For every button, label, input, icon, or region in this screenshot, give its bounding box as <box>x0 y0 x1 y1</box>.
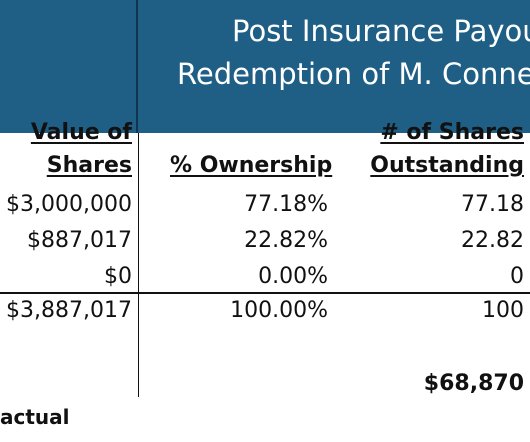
bottom-value: $68,870 <box>423 371 524 396</box>
total-shares: 100 <box>482 298 524 323</box>
row-2-value: $887,017 <box>27 228 132 253</box>
header-value-line1: Value of <box>30 120 132 145</box>
header-title-line2: Redemption of M. Conne <box>177 57 530 91</box>
header-band <box>0 0 530 133</box>
row-3-ownership: 0.00% <box>258 264 328 289</box>
header-shares-line2: Outstanding <box>370 153 524 178</box>
header-value-line2: Shares <box>46 153 132 178</box>
row-1-ownership: 77.18% <box>244 192 328 217</box>
row-1-value: $3,000,000 <box>6 192 132 217</box>
row-1-shares: 77.18 <box>461 192 524 217</box>
totals-rule <box>0 292 530 294</box>
row-2-ownership: 22.82% <box>244 228 328 253</box>
header-shares-line1: # of Shares <box>380 120 524 145</box>
row-3-shares: 0 <box>510 264 524 289</box>
row-2-shares: 22.82 <box>461 228 524 253</box>
header-left-cell <box>0 0 138 133</box>
column-divider <box>138 133 139 397</box>
header-ownership: % Ownership <box>170 153 333 178</box>
footer-text: actual <box>0 405 70 429</box>
total-value: $3,887,017 <box>6 298 132 323</box>
row-3-value: $0 <box>104 264 132 289</box>
total-ownership: 100.00% <box>230 298 328 323</box>
header-title-line1: Post Insurance Payou <box>232 14 530 48</box>
